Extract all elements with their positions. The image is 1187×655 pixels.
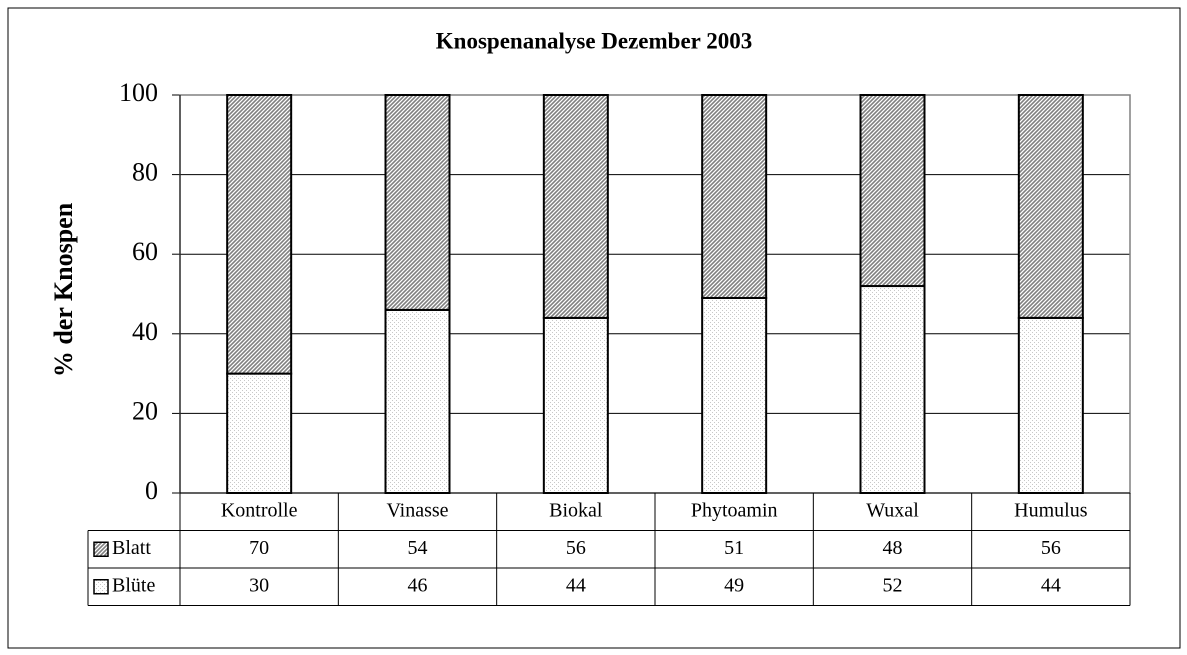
data-table-value: 70 [249,537,269,559]
data-table-value: 44 [1041,574,1061,596]
x-tick-label: Phytoamin [691,499,778,521]
bar-segment [384,308,451,495]
data-table-value: 56 [566,537,586,559]
legend-label: Blatt [112,537,151,559]
chart-title: Knospenanalyse Dezember 2003 [436,28,752,53]
y-tick-label: 100 [119,78,158,107]
legend-swatch [93,579,109,595]
bar-segment [542,94,609,319]
bar-segment [701,94,768,299]
y-tick-label: 40 [132,317,158,346]
y-tick-label: 20 [132,396,158,425]
bar-segment [542,316,609,494]
bar-segment [701,296,768,495]
data-table-value: 49 [724,574,744,596]
y-tick-label: 60 [132,237,158,266]
bar-segment [384,94,451,311]
x-tick-label: Humulus [1014,499,1088,521]
legend-label: Blüte [112,574,155,596]
bar-segment [1017,94,1084,319]
x-tick-label: Vinasse [386,499,448,521]
y-tick-label: 80 [132,158,158,187]
y-tick-label: 0 [145,476,158,505]
data-table-value: 51 [724,537,744,559]
bar-segment [859,94,926,288]
bar-segment [1017,316,1084,494]
x-tick-label: Wuxal [866,499,919,521]
x-tick-label: Biokal [549,499,603,521]
data-table-value: 54 [408,537,428,559]
data-table-value: 46 [408,574,428,596]
data-table-value: 56 [1041,537,1061,559]
bar-segment [226,94,293,375]
data-table-value: 52 [883,574,903,596]
data-table-value: 48 [883,537,903,559]
bar-segment [859,285,926,495]
data-table-value: 44 [566,574,586,596]
legend-swatch [93,541,109,557]
y-axis-label: % der Knospen [49,202,78,377]
data-table-value: 30 [249,574,269,596]
bar-segment [226,372,293,495]
x-tick-label: Kontrolle [221,499,298,521]
